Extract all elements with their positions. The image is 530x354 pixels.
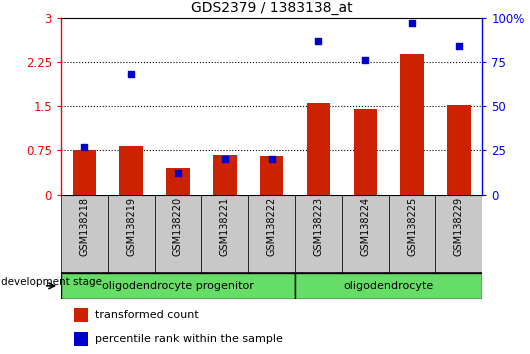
Text: GSM138223: GSM138223	[313, 197, 323, 256]
Text: GSM138224: GSM138224	[360, 197, 370, 256]
Bar	[61, 273, 295, 299]
Text: percentile rank within the sample: percentile rank within the sample	[95, 333, 282, 344]
Bar	[61, 195, 108, 273]
Text: GSM138220: GSM138220	[173, 197, 183, 256]
Point	[455, 43, 463, 49]
Bar	[436, 195, 482, 273]
Bar	[388, 195, 436, 273]
Point	[80, 144, 89, 150]
Text: GSM138229: GSM138229	[454, 197, 464, 256]
Point	[408, 20, 417, 26]
Text: GSM138225: GSM138225	[407, 197, 417, 256]
Bar	[119, 146, 143, 195]
Bar	[354, 109, 377, 195]
Point	[314, 38, 323, 44]
Bar	[307, 103, 330, 195]
Bar	[74, 332, 89, 346]
Bar	[260, 156, 284, 195]
Point	[267, 156, 276, 162]
Text: GSM138221: GSM138221	[220, 197, 230, 256]
Title: GDS2379 / 1383138_at: GDS2379 / 1383138_at	[191, 1, 352, 15]
Bar	[201, 195, 248, 273]
Bar	[447, 105, 471, 195]
Text: transformed count: transformed count	[95, 310, 198, 320]
Bar	[155, 195, 201, 273]
Point	[174, 171, 182, 176]
Bar	[213, 155, 236, 195]
Text: development stage: development stage	[1, 277, 102, 287]
Bar	[74, 308, 89, 322]
Bar	[166, 168, 190, 195]
Bar	[295, 273, 482, 299]
Text: GSM138218: GSM138218	[80, 197, 90, 256]
Text: GSM138222: GSM138222	[267, 197, 277, 256]
Text: oligodendrocyte: oligodendrocyte	[343, 281, 434, 291]
Bar	[295, 195, 342, 273]
Bar	[400, 54, 424, 195]
Bar	[108, 195, 155, 273]
Point	[127, 72, 136, 77]
Point	[361, 57, 369, 63]
Text: oligodendrocyte progenitor: oligodendrocyte progenitor	[102, 281, 254, 291]
Bar	[73, 150, 96, 195]
Bar	[342, 195, 388, 273]
Text: GSM138219: GSM138219	[126, 197, 136, 256]
Bar	[248, 195, 295, 273]
Point	[220, 156, 229, 162]
